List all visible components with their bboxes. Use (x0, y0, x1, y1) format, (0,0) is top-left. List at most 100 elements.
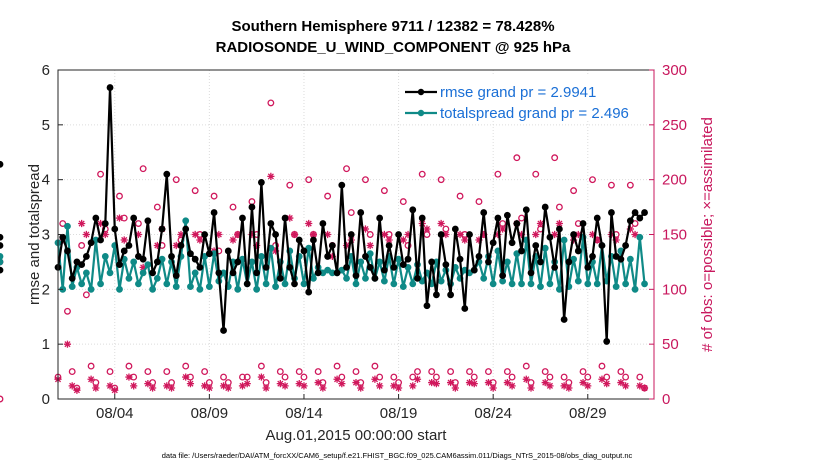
totalspread-point (196, 285, 204, 293)
obs-assimilated-marker (366, 241, 374, 250)
obs-possible-marker (484, 368, 492, 376)
axes: 08/04 08/09 08/14 08/19 08/24 08/29 0 1 2 3 4 5 6 0 50… (42, 62, 687, 422)
obs-assimilated-marker (579, 378, 587, 387)
obs-possible-marker (276, 368, 284, 376)
y-right-tick-label: 250 (662, 117, 687, 134)
obs-possible-marker (153, 203, 161, 211)
obs-assimilated-marker (333, 375, 341, 383)
totalspread-point (82, 269, 90, 277)
totalspread-point (541, 244, 549, 252)
obs-assimilated-marker (409, 382, 417, 390)
y-right-tick-label: 100 (662, 281, 687, 298)
totalspread-point (593, 280, 601, 288)
totalspread-point (300, 280, 308, 288)
obs-assimilated-marker (300, 382, 308, 390)
rmse-point (631, 209, 639, 216)
totalspread-point (125, 274, 133, 282)
obs-assimilated-marker (87, 375, 95, 383)
obs-assimilated-marker (205, 384, 213, 392)
obs-possible-marker (82, 291, 90, 299)
obs-assimilated-marker (78, 219, 86, 228)
y-right-tick-label: 200 (662, 172, 687, 189)
obs-possible-marker (191, 187, 199, 195)
obs-possible-marker (617, 368, 625, 376)
obs-assimilated-marker (626, 225, 634, 233)
y-axis-right-label: # of obs: o=possible; ×=assimilated (699, 117, 716, 352)
obs-assimilated-marker (442, 230, 450, 239)
obs-possible-marker (380, 187, 388, 195)
rmse-point (92, 214, 100, 222)
obs-assimilated-marker (342, 241, 351, 250)
rmse-point (215, 269, 223, 277)
obs-assimilated-marker (281, 382, 289, 390)
totalspread-point (0, 258, 4, 266)
obs-possible-marker (428, 368, 436, 376)
obs-possible-marker (541, 368, 549, 376)
obs-assimilated-marker (447, 378, 455, 387)
rmse-point (210, 209, 218, 216)
obs-possible-marker (626, 181, 634, 189)
obs-possible-marker (201, 368, 209, 376)
totalspread-point (399, 283, 407, 290)
obs-possible-marker (570, 187, 578, 195)
obs-possible-marker (182, 362, 190, 370)
rmse-point (357, 209, 365, 216)
obs-possible-marker (579, 368, 587, 376)
y-tick-label: 3 (42, 227, 50, 244)
obs-assimilated-marker (130, 382, 138, 390)
obs-possible-marker (68, 368, 76, 376)
rmse-point (319, 220, 327, 227)
obs-possible-marker (305, 176, 313, 184)
totalspread-point (352, 280, 360, 288)
totalspread-point (135, 280, 142, 288)
rmse-point (177, 242, 185, 249)
rmse-point (466, 231, 473, 238)
obs-possible-marker (584, 373, 592, 381)
obs-assimilated-marker (494, 230, 502, 239)
rmse-point (593, 214, 601, 222)
obs-assimilated-marker (186, 380, 195, 388)
totalspread-point (376, 258, 384, 266)
obs-assimilated-marker (598, 375, 606, 383)
totalspread-point (139, 269, 147, 277)
obs-assimilated-marker (456, 230, 464, 239)
legend: rmse grand pr = 2.9941 totalspread grand … (401, 75, 649, 122)
rmse-point (395, 231, 402, 238)
rmse-point (366, 264, 374, 271)
y-tick-label: 1 (42, 336, 50, 353)
rmse-point (144, 217, 152, 225)
rmse-point (68, 274, 76, 282)
obs-possible-marker (371, 362, 379, 370)
obs-assimilated-marker (248, 230, 256, 239)
rmse-point (295, 236, 303, 244)
totalspread-point (380, 277, 388, 285)
obs-assimilated-marker (631, 230, 639, 239)
rmse-point (120, 247, 128, 255)
obs-possible-marker (172, 176, 180, 184)
totalspread-point (357, 258, 365, 266)
obs-possible-marker (636, 373, 644, 381)
obs-assimilated-marker (73, 386, 81, 394)
obs-assimilated-marker (144, 380, 152, 388)
obs-possible-marker (220, 373, 228, 381)
obs-possible-marker (518, 214, 526, 222)
obs-assimilated-marker (229, 236, 237, 244)
rmse-point (385, 242, 393, 249)
obs-possible-marker (503, 368, 511, 376)
obs-possible-marker (607, 181, 615, 189)
rmse-point (272, 231, 279, 238)
obs-assimilated-marker (461, 236, 469, 244)
obs-assimilated-marker (385, 236, 393, 244)
obs-assimilated-marker (470, 380, 478, 388)
obs-assimilated-marker (125, 373, 133, 381)
totalspread-point (503, 258, 511, 266)
rmse-point (475, 253, 483, 260)
obs-possible-marker (466, 368, 473, 376)
y-axis-label: rmse and totalspread (26, 164, 43, 305)
rmse-point (153, 258, 161, 266)
rmse-point (433, 291, 440, 299)
totalspread-point (68, 283, 76, 290)
obs-possible-marker (248, 198, 256, 206)
totalspread-point (362, 274, 369, 282)
